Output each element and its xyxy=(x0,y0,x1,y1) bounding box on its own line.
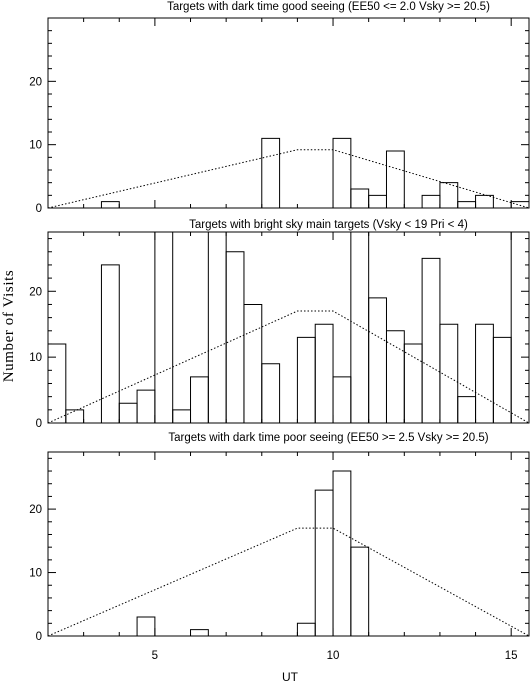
histogram-bar xyxy=(385,150,405,208)
y-tick-label: 20 xyxy=(29,76,42,88)
histogram-bar xyxy=(172,409,192,423)
panel-title: Targets with bright sky main targets (Vs… xyxy=(189,219,468,231)
plot-frame xyxy=(47,231,530,424)
y-tick-label: 20 xyxy=(29,504,42,516)
plot-frame xyxy=(47,17,530,209)
histogram-bar xyxy=(421,194,441,208)
histogram-bar xyxy=(136,389,156,423)
panel-title: Targets with dark time good seeing (EE50… xyxy=(167,1,490,13)
y-tick-label: 10 xyxy=(29,140,42,152)
histogram-bar xyxy=(118,402,138,423)
histogram-bar xyxy=(296,622,316,636)
histogram-bar xyxy=(350,232,370,423)
plot-frame xyxy=(47,451,530,637)
histogram-bar xyxy=(385,330,405,423)
histogram-bar xyxy=(261,363,281,423)
x-tick-label: 5 xyxy=(152,650,158,662)
panel-3: Targets with dark time poor seeing (EE50… xyxy=(29,432,530,662)
x-tick-label: 15 xyxy=(505,650,518,662)
histogram-bar xyxy=(296,336,316,423)
y-axis-label: Number of Visits xyxy=(1,270,17,383)
histogram-bar xyxy=(314,323,334,423)
histogram-bar xyxy=(100,264,120,423)
y-tick-label: 20 xyxy=(29,286,42,298)
histogram-bar xyxy=(243,303,263,423)
histogram-bar xyxy=(475,194,494,208)
histogram-bar xyxy=(154,232,174,423)
y-tick-label: 0 xyxy=(36,631,42,643)
histogram-bar xyxy=(314,489,334,636)
y-tick-label: 0 xyxy=(36,203,42,215)
expected-rate-line xyxy=(48,149,529,208)
histogram-bar xyxy=(332,376,352,423)
histogram-bar xyxy=(457,396,477,423)
panel-title: Targets with dark time poor seeing (EE50… xyxy=(168,432,488,444)
histogram-bar xyxy=(421,257,441,423)
histogram-bar xyxy=(190,629,209,636)
histogram-bar xyxy=(510,201,529,208)
expected-rate-line xyxy=(48,310,529,423)
histogram-bar xyxy=(48,343,67,423)
histogram-bar xyxy=(350,546,370,636)
panel-2: Targets with bright sky main targets (Vs… xyxy=(29,219,530,430)
y-tick-label: 0 xyxy=(36,418,42,430)
histogram-bar xyxy=(368,297,387,423)
histogram-bar xyxy=(100,201,120,208)
histogram-bar xyxy=(510,232,529,423)
x-tick-label: 10 xyxy=(327,650,340,662)
histogram-bar xyxy=(492,336,512,423)
histogram-bar xyxy=(368,194,387,208)
histogram-bar xyxy=(261,137,281,208)
panel-1: Targets with dark time good seeing (EE50… xyxy=(29,1,530,215)
histogram-bar xyxy=(350,188,370,208)
histogram-bar xyxy=(332,137,352,208)
histogram-bar xyxy=(332,470,352,636)
histogram-bar xyxy=(225,251,245,423)
histogram-bar xyxy=(439,182,459,208)
histogram-bar xyxy=(439,323,459,423)
x-axis-label: UT xyxy=(282,670,299,684)
histogram-bar xyxy=(457,201,477,208)
histogram-bar xyxy=(475,323,494,423)
histogram-bar xyxy=(136,616,156,636)
histogram-bar xyxy=(403,343,423,423)
y-tick-label: 10 xyxy=(29,352,42,364)
histogram-bar xyxy=(65,409,85,423)
histogram-bar xyxy=(207,232,227,423)
y-tick-label: 10 xyxy=(29,568,42,580)
expected-rate-line xyxy=(48,527,529,636)
histogram-bar xyxy=(190,376,209,423)
